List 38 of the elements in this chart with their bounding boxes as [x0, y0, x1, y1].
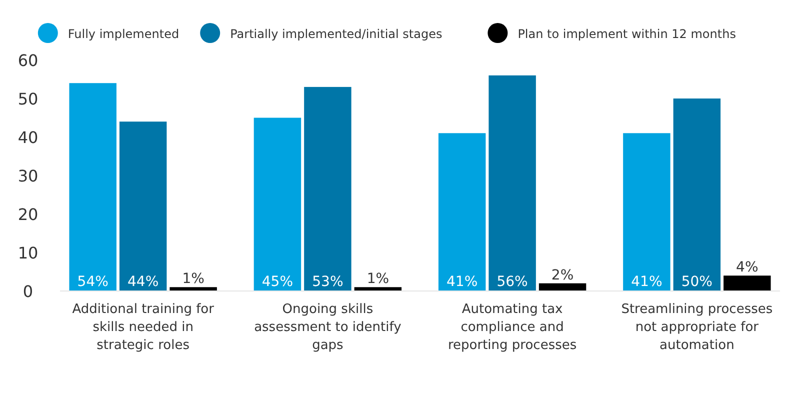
- legend-label: Plan to implement within 12 months: [518, 27, 736, 41]
- data-label: 53%: [312, 274, 344, 290]
- data-label: 45%: [262, 274, 294, 290]
- bar: [254, 118, 302, 291]
- x-tick-label: Ongoing skills assessment to identify gaps: [254, 302, 402, 353]
- data-label: 1%: [366, 271, 390, 288]
- data-label: 2%: [551, 267, 574, 284]
- y-tick-label: 0: [22, 282, 34, 301]
- data-label: 41%: [446, 274, 478, 290]
- data-label: 54%: [77, 274, 108, 290]
- y-tick-label: 40: [18, 128, 38, 147]
- bar: [170, 287, 217, 291]
- data-label: 50%: [681, 274, 712, 290]
- x-tick-label: Streamlining processes not appropriate for automation: [621, 302, 773, 353]
- bar: [304, 86, 352, 291]
- bar: [488, 75, 536, 291]
- y-tick-label: 30: [18, 166, 38, 186]
- data-label: 41%: [631, 274, 662, 290]
- x-tick-label: Additional training for skills needed in strategic roles: [72, 302, 215, 353]
- bar: [724, 276, 771, 291]
- bar: [119, 122, 167, 291]
- legend-label: Partially implemented/initial stages: [230, 27, 442, 41]
- y-tick-label: 20: [18, 205, 38, 224]
- bar: [673, 98, 721, 291]
- x-tick-label: Automating tax compliance and reporting processes: [448, 302, 577, 353]
- bar: [69, 83, 116, 291]
- legend-label: Fully implemented: [68, 27, 180, 41]
- y-tick-label: 50: [18, 90, 38, 108]
- data-label: 56%: [496, 274, 528, 290]
- bar: [438, 133, 486, 291]
- bar: [538, 283, 586, 291]
- y-tick-label: 60: [18, 51, 38, 70]
- bar: [623, 133, 670, 291]
- y-tick-label: 10: [18, 244, 38, 262]
- data-label: 1%: [182, 271, 204, 288]
- data-label: 4%: [736, 260, 758, 276]
- bar: [354, 287, 402, 291]
- data-label: 44%: [128, 274, 159, 290]
